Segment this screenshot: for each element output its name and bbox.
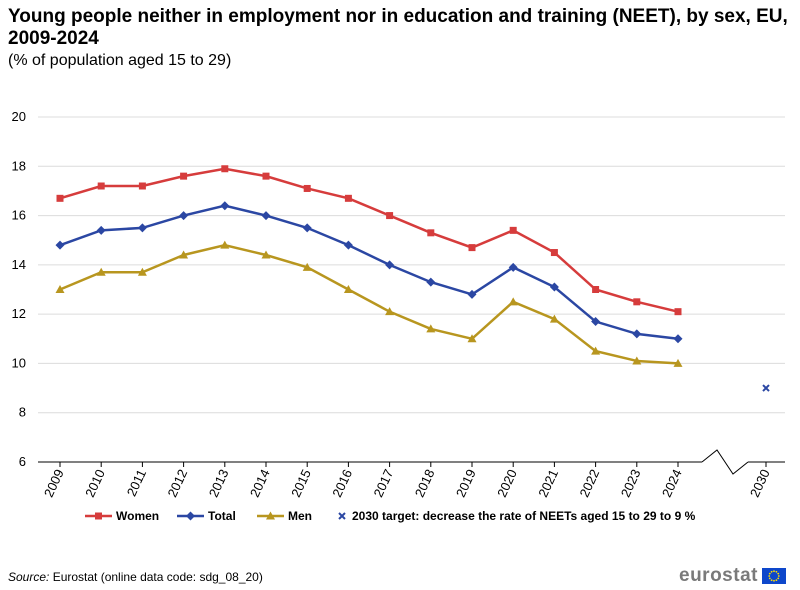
x-tick-label: 2009 [41,467,67,500]
x-tick-label: 2013 [206,467,232,500]
data-point-total [137,223,147,233]
data-point-men [302,262,312,271]
x-tick-label: 2020 [494,467,520,500]
data-point-total [343,240,353,250]
data-point-total [508,262,518,272]
legend-label-total: Total [208,509,236,523]
data-point-total [467,289,477,299]
data-point-total [220,201,230,211]
x-tick-label: 2022 [577,467,603,500]
data-point-women [344,194,352,202]
data-point-women [97,182,105,190]
x-tick-label: 2016 [329,467,355,500]
series-line-total [59,204,679,341]
series-line-women [59,167,679,313]
data-point-men [220,240,230,249]
x-tick-label: 2015 [288,467,314,500]
legend-label-women: Women [116,509,159,523]
data-point-total [96,225,106,235]
y-tick-label: 16 [12,208,26,223]
y-tick-label: 14 [12,257,26,272]
data-point-total [549,282,559,292]
data-point-women [674,308,682,316]
target-point [762,384,770,392]
data-point-women [427,229,435,237]
data-point-men [385,307,395,316]
data-point-men [673,358,683,367]
data-point-men [179,250,189,259]
x-tick-label: 2023 [618,467,644,500]
x-tick-label: 2019 [453,467,479,500]
data-point-women [262,172,270,180]
data-point-total [261,211,271,221]
eurostat-logo: eurostat [679,565,786,587]
data-point-men [343,285,353,293]
logo-text: eurostat [679,565,758,586]
data-point-women [468,244,476,252]
data-point-women [180,172,188,180]
data-point-men [137,267,147,276]
y-tick-label: 8 [19,405,26,420]
legend-label-target: 2030 target: decrease the rate of NEETs … [352,509,696,523]
data-point-men [632,356,642,365]
data-point-total [426,277,436,287]
x-tick-label: 2021 [535,467,561,500]
data-point-women [303,184,311,192]
data-point-men [508,297,518,306]
source-label: Source: [8,570,50,584]
data-point-women [633,298,641,306]
x-tick-label: 2018 [412,467,438,500]
data-point-men [467,334,477,343]
data-point-total [673,334,683,344]
x-tick-label: 2024 [659,467,685,500]
data-point-women [221,165,229,173]
chart-subtitle: (% of population aged 15 to 29) [8,52,232,69]
x-tick-label: 2010 [82,467,108,500]
data-point-men [96,267,106,276]
x-tick-label: 2014 [247,467,273,500]
source-note: Source: Eurostat (online data code: sdg_… [8,570,263,584]
data-point-total [632,329,642,339]
data-point-women [386,212,394,220]
legend-marker-women [95,512,102,520]
data-point-total [55,240,65,250]
data-point-men [591,346,601,355]
data-point-men [261,250,271,259]
data-point-men [549,314,559,323]
y-tick-label: 20 [12,109,26,124]
eu-flag-icon [761,568,786,584]
data-point-women [509,226,517,234]
x-tick-label: 2017 [371,467,397,500]
data-point-women [550,249,558,257]
x-tick-label: 2012 [165,467,191,500]
data-point-total [385,260,395,270]
y-tick-label: 6 [19,454,26,469]
data-point-total [179,211,189,221]
y-tick-label: 18 [12,158,26,173]
x-tick-label: 2030 [747,467,773,500]
legend-label-men: Men [288,509,312,523]
data-point-women [592,286,600,293]
data-point-men [55,285,65,293]
legend-marker-men [266,511,275,520]
data-point-men [426,324,436,333]
series-line-men [59,243,679,365]
axis-break [701,449,749,475]
data-point-total [302,223,312,233]
data-point-total [591,317,601,327]
chart-title: Young people neither in employment nor i… [8,6,788,49]
y-tick-label: 10 [12,355,26,370]
data-point-women [56,194,64,202]
source-text: Eurostat (online data code: sdg_08_20) [49,570,263,584]
data-point-women [138,182,146,190]
legend-marker-total [186,511,195,521]
legend-marker-target [338,512,346,520]
y-tick-label: 12 [12,306,26,321]
x-tick-label: 2011 [124,467,149,499]
